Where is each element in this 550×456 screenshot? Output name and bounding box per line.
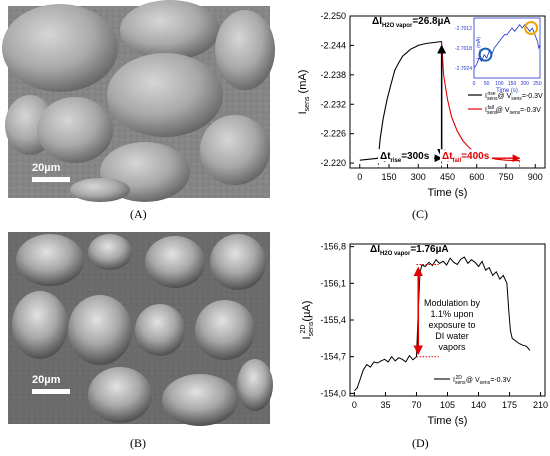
- x-tick-label-d: 140: [471, 400, 486, 410]
- y-tick-label-c: -2.220: [320, 158, 346, 168]
- inset-x-tick-label: 250: [533, 81, 542, 87]
- panel-label-c: (C): [412, 207, 428, 221]
- x-axis-label-c: Time (s): [428, 187, 468, 199]
- y-tick-label-d: -154,0: [320, 388, 346, 398]
- x-tick-label-d: 175: [502, 400, 517, 410]
- y-tick-label-c: -2.232: [320, 99, 346, 109]
- legend-label-rise: Isensrise @ Vsens=-0.3V: [485, 91, 543, 102]
- inset-x-label: Time (s): [496, 88, 518, 94]
- y-tick-label-c: -2.250: [320, 11, 346, 21]
- x-tick-label-c: 150: [381, 172, 396, 182]
- modulation-text-line: DI water: [435, 331, 469, 341]
- x-tick-label-d: 0: [352, 400, 357, 410]
- modulation-text-line: exposure to: [428, 320, 475, 330]
- y-tick-label-c: -2.238: [320, 70, 346, 80]
- x-tick-label-c: 600: [469, 172, 484, 182]
- y-axis-label-d: Isens2D (µA): [300, 301, 315, 340]
- x-tick-label-d: 105: [440, 400, 455, 410]
- t-rise-label-bg: [378, 149, 434, 162]
- chart-c: 0 150 300 450 600 750 900 -2.220 -2.226 -2.232 -2.…: [297, 11, 546, 199]
- inset-circle-orange: [524, 21, 539, 35]
- x-tick-label-d: 70: [411, 400, 421, 410]
- panel-label-d: (D): [412, 436, 429, 450]
- inset-x-tick-label: 0: [473, 81, 476, 87]
- inset-x-tick-label: 150: [508, 81, 517, 87]
- legend-label-2d: Isens2D @ Vsens=-0.3V: [453, 375, 511, 386]
- t-fall-label-bg: [440, 149, 492, 162]
- modulation-text-line: 1.1% upon: [430, 309, 473, 319]
- inset-x-tick-label: 50: [484, 81, 490, 87]
- inset-circle-blue: [478, 47, 493, 62]
- x-tick-label-d: 210: [533, 400, 548, 410]
- delta-i-label-d: ΔIH2O vapor=1.76µA: [370, 244, 449, 257]
- t-fall-label: Δtfall=400s: [442, 151, 490, 164]
- y-tick-label-c: -2.226: [320, 129, 346, 139]
- panel-label-b: (B): [130, 436, 146, 450]
- scale-bar-label-b: 20µm: [32, 374, 61, 386]
- series-2d-line: [354, 256, 531, 392]
- scale-bar-b: [32, 389, 70, 394]
- y-tick-label-c: -2.244: [320, 40, 346, 50]
- x-tick-label-c: 300: [411, 172, 426, 182]
- y-tick-label-d: -154,7: [320, 352, 346, 362]
- inset-x-tick-label: 100: [495, 81, 504, 87]
- x-tick-label-c: 750: [498, 172, 513, 182]
- legend-label-fall: Isensfall @ Vsens=-0.3V: [485, 105, 541, 116]
- sem-image-b: 20µm: [8, 232, 273, 426]
- delta-i-label-c: ΔIH2O vapor=26.8µA: [372, 16, 451, 29]
- chart-d: 0 35 70 105 140 175 210 -154,0 -154,7 -155,4 -156,…: [300, 242, 548, 427]
- y-tick-label-d: -156,8: [320, 242, 346, 252]
- scale-bar-label-a: 20µm: [32, 162, 61, 174]
- inset-x-tick-label: 200: [521, 81, 530, 87]
- modulation-text-line: vapors: [438, 342, 466, 352]
- sem-image-a: 20µm: [2, 0, 275, 202]
- modulation-text-line: Modulation by: [424, 298, 481, 308]
- panel-label-a: (A): [130, 207, 147, 221]
- inset-y-tick-label: -2.7018: [455, 46, 472, 52]
- x-tick-label-c: 450: [440, 172, 455, 182]
- inset-line: [473, 24, 541, 69]
- y-axis-label-c: Isens (mA): [297, 70, 311, 115]
- y-tick-label-d: -155,4: [320, 315, 346, 325]
- x-tick-label-c: 900: [528, 172, 543, 182]
- x-tick-label-c: 0: [357, 172, 362, 182]
- scale-bar-a: [32, 177, 70, 182]
- inset-y-tick-label: -2.7024: [455, 66, 472, 72]
- inset-y-tick-label: -2.7012: [455, 26, 472, 32]
- x-tick-label-d: 35: [380, 400, 390, 410]
- series-rise-line: [359, 40, 442, 161]
- x-axis-label-d: Time (s): [428, 415, 468, 427]
- y-tick-label-d: -156,1: [320, 278, 346, 288]
- t-rise-label: Δtrise=300s: [380, 151, 430, 164]
